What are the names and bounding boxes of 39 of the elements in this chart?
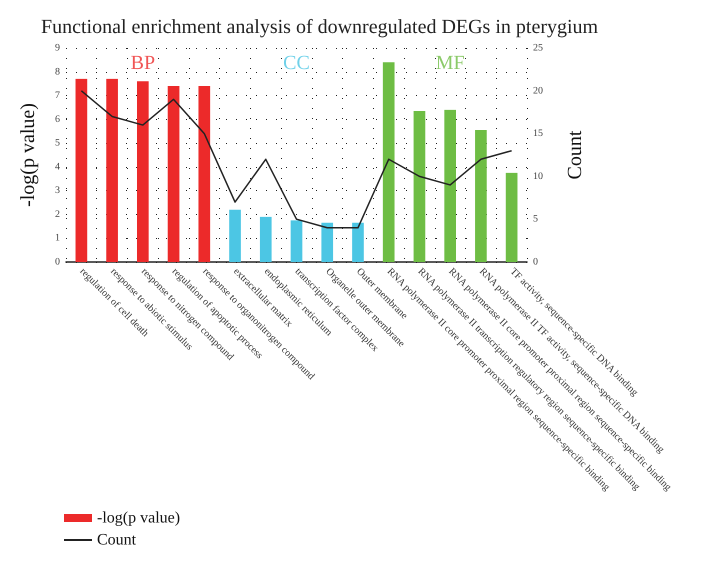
y-tick-label: 7	[55, 90, 60, 102]
y-tick-label: 0	[55, 256, 60, 268]
bar	[76, 78, 88, 262]
y-tick-label: 3	[55, 185, 60, 196]
y-axis-title: -log(p value)	[17, 103, 39, 207]
y2-tick-label: 10	[533, 170, 543, 182]
legend-label: Count	[97, 532, 137, 548]
chart-title: Functional enrichment analysis of downregulated DEGs in pterygium	[41, 16, 599, 38]
y-tick-label: 8	[55, 66, 60, 78]
bar	[321, 222, 334, 262]
legend-label: -log(p value)	[97, 510, 180, 526]
y2-tick-label: 15	[533, 128, 543, 140]
y-tick-label: 2	[55, 208, 60, 220]
bar	[168, 86, 180, 262]
y2-axis-title: Count	[564, 130, 586, 180]
y-tick-label: 9	[55, 42, 60, 54]
bar	[444, 110, 456, 262]
annotation: BP	[130, 52, 156, 74]
y2-tick-label: 0	[533, 256, 538, 268]
bar	[229, 210, 241, 262]
bar	[382, 62, 395, 262]
bar	[198, 86, 210, 262]
y2-tick-label: 5	[533, 214, 538, 225]
y-tick-label: 4	[55, 161, 60, 172]
bar	[475, 130, 487, 262]
y-tick-label: 1	[55, 232, 60, 244]
y-tick-label: 6	[55, 114, 60, 125]
bar	[290, 220, 302, 262]
annotation: MF	[436, 52, 465, 74]
bar	[352, 222, 364, 262]
annotation: CC	[283, 52, 310, 74]
bar	[506, 172, 518, 262]
bar	[136, 81, 149, 262]
bar	[260, 216, 272, 262]
y-tick-label: 5	[55, 138, 60, 149]
bar	[106, 78, 118, 262]
bar	[414, 111, 426, 262]
y2-tick-label: 20	[533, 85, 543, 96]
y2-tick-label: 25	[533, 42, 543, 54]
